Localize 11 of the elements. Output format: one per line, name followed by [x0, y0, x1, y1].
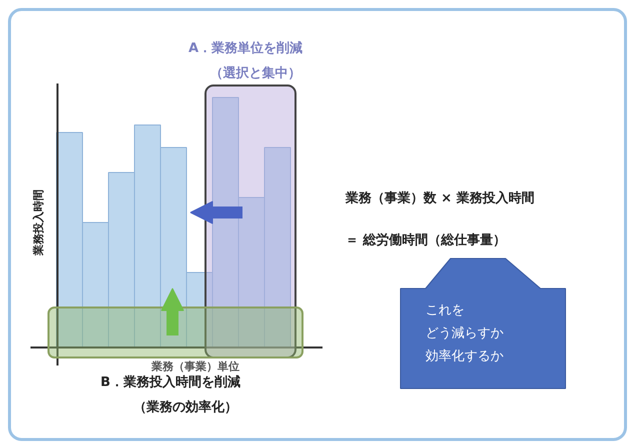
- text: A．業務単位を削減: [188, 41, 303, 56]
- text: （選択と集中）: [210, 66, 301, 81]
- y-axis-title: 業務投入時間: [32, 190, 45, 256]
- text: どう減らすか: [426, 326, 504, 341]
- text: （業務の効率化）: [134, 399, 238, 415]
- text: B．業務投入時間を削減: [100, 374, 240, 390]
- text: これを: [426, 303, 464, 318]
- text: 効率化するか: [426, 348, 504, 364]
- text: 業務（事業）数 × 業務投入時間: [344, 190, 534, 206]
- x-axis-title: 業務（事業）単位: [150, 360, 240, 373]
- text: ＝ 総労働時間（総仕事量）: [346, 232, 506, 248]
